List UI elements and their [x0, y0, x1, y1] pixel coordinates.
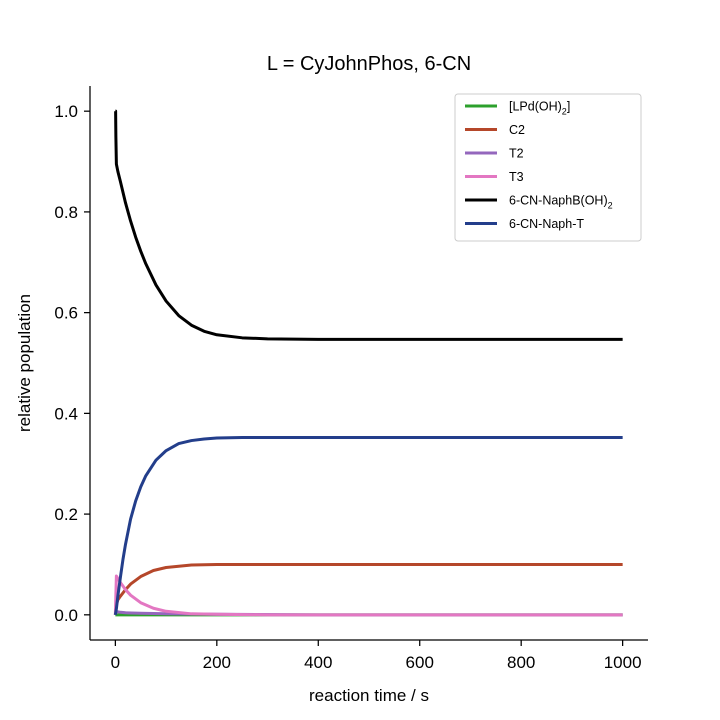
y-tick-label: 0.4	[54, 404, 78, 423]
legend-frame	[454, 93, 642, 242]
legend-label-0: [LPd(OH)2]	[509, 100, 570, 117]
y-tick-label: 0.2	[54, 505, 78, 524]
series-line-4	[114, 109, 623, 341]
legend: [LPd(OH)2] C2 T2 T3 6-CN-NaphB(OH)2 6-CN-Naph…	[454, 93, 642, 242]
series-line-3	[113, 574, 623, 617]
legend-label-4: 6-CN-NaphB(OH)2	[509, 194, 613, 211]
chart-title: L = CyJohnPhos, 6-CN	[267, 53, 471, 75]
x-tick-label: 1000	[604, 653, 642, 672]
x-tick-label: 400	[304, 653, 332, 672]
y-tick-label: 0.8	[54, 203, 78, 222]
y-tick-label: 1.0	[54, 102, 78, 121]
x-tick-label: 600	[406, 653, 434, 672]
x-axis-label: reaction time / s	[309, 686, 429, 705]
series-line-5	[113, 436, 623, 616]
x-tick-label: 800	[507, 653, 535, 672]
series-line-1	[113, 562, 623, 615]
y-axis-label: relative population	[15, 294, 34, 432]
x-tick-label: 200	[203, 653, 231, 672]
legend-label-5: 6-CN-Naph-T	[509, 217, 584, 231]
legend-label-2: T2	[509, 147, 524, 161]
axes-layer: 0 200 400 600 800 1000 0.0 0.2 0.4 0.6 0.8 1.0	[54, 86, 648, 672]
legend-label-1: C2	[509, 123, 525, 137]
y-tick-label: 0.6	[54, 304, 78, 323]
legend-label-3: T3	[509, 170, 524, 184]
y-tick-label: 0.0	[54, 606, 78, 625]
x-tick-label: 0	[111, 653, 120, 672]
series-layer	[113, 109, 623, 617]
